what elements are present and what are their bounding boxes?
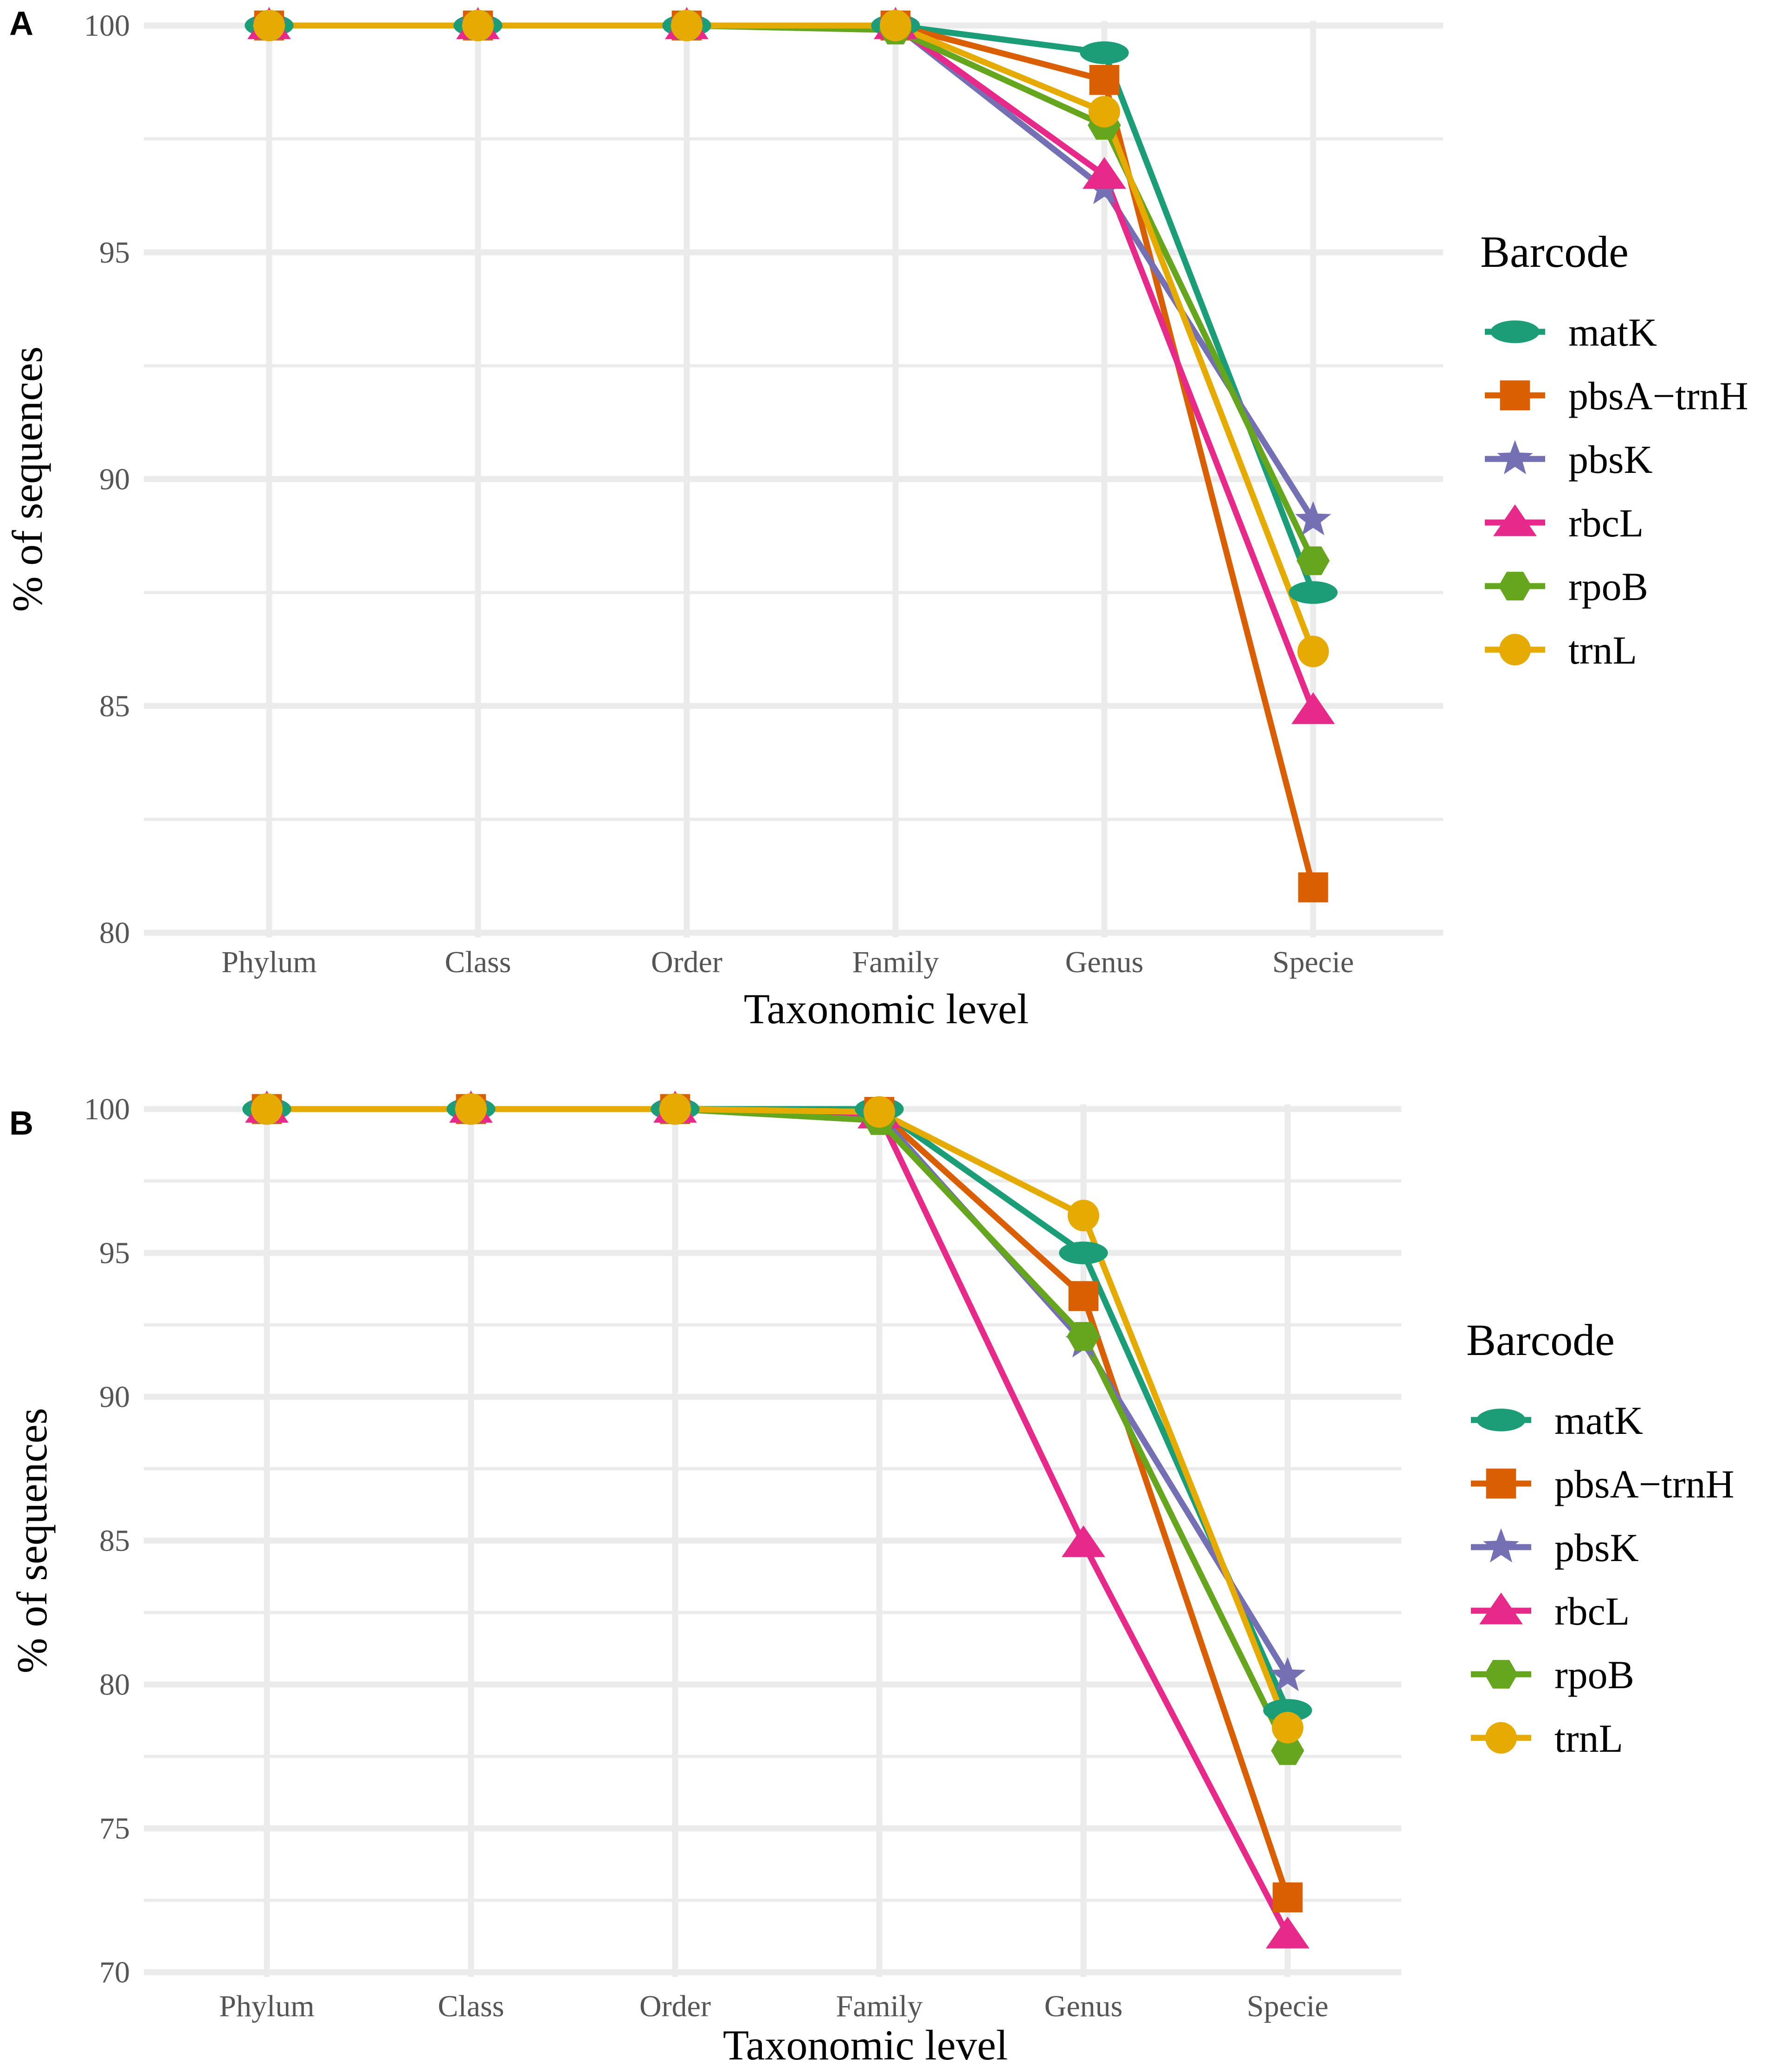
- point-rbcl-specie: [1291, 692, 1335, 724]
- star-marker: [1497, 440, 1533, 474]
- x-tick-label-class: Class: [445, 945, 511, 979]
- x-tick-label-class: Class: [438, 1989, 504, 2023]
- point-pbsk-specie: [1270, 1657, 1306, 1691]
- point-trnl-specie: [1297, 635, 1329, 667]
- point-pbsk-specie: [1295, 501, 1331, 536]
- y-tick-label: 80: [99, 916, 130, 950]
- y-tick-label: 95: [99, 1236, 130, 1270]
- y-axis-title: % of sequences: [4, 346, 51, 612]
- legend-label-rbcl: rbcL: [1554, 1589, 1630, 1633]
- ellipse-marker: [1490, 320, 1540, 343]
- legend-label-matk: matK: [1568, 310, 1657, 355]
- y-tick-label: 100: [84, 9, 130, 43]
- point-rbcl-genus: [1083, 157, 1126, 189]
- y-tick-label: 85: [99, 1524, 130, 1558]
- gridlines: [144, 21, 1443, 937]
- panel-label: A: [9, 5, 33, 42]
- panel-b: B 70 75 80 85 90 95 100 Phylum Class Order Family Ge…: [8, 1090, 1734, 2065]
- y-axis-title: % of sequences: [8, 1408, 56, 1673]
- y-tick-label: 70: [99, 1955, 130, 1989]
- series-line-trnl: [264, 1106, 1291, 1731]
- hexagon-marker: [1484, 1660, 1518, 1689]
- star-marker: [1483, 1528, 1519, 1562]
- y-tick-label: 75: [99, 1812, 130, 1846]
- y-tick-label: 100: [84, 1092, 130, 1126]
- legend-label-trnl: trnL: [1554, 1716, 1623, 1761]
- panel-a: A 80 85 90 95 100 Phylum Class Order Family Genus S…: [4, 5, 1748, 1032]
- hexagon-marker: [1498, 572, 1532, 600]
- legend: Barcode matK pbsA−trnH pbsK rbcL rpoB trnL: [1466, 1315, 1734, 1761]
- legend-label-pbsk: pbsK: [1568, 437, 1653, 482]
- legend: Barcode matK pbsA−trnH pbsK rbcL rpoB trnL: [1480, 227, 1748, 672]
- x-tick-label-phylum: Phylum: [221, 945, 316, 979]
- point-matk-genus: [1080, 41, 1129, 65]
- ellipse-marker: [1476, 1408, 1526, 1432]
- x-tick-label-phylum: Phylum: [219, 1989, 314, 2023]
- point-trnl-genus: [1089, 96, 1120, 128]
- point-trnl-phylum: [251, 1093, 283, 1125]
- x-tick-label-order: Order: [651, 945, 722, 979]
- point-pbsa-trnh-specie: [1272, 1882, 1303, 1913]
- point-trnl-phylum: [253, 10, 285, 41]
- legend-label-pbsk: pbsK: [1554, 1525, 1639, 1570]
- point-trnl-family: [880, 10, 911, 41]
- point-pbsa-trnh-specie: [1298, 872, 1328, 903]
- legend-title: Barcode: [1480, 227, 1629, 277]
- legend-label-matk: matK: [1554, 1398, 1643, 1443]
- point-matk-genus: [1059, 1241, 1108, 1265]
- x-axis-title: Taxonomic level: [744, 985, 1029, 1032]
- legend-title: Barcode: [1466, 1315, 1615, 1365]
- y-tick-label: 85: [99, 689, 130, 723]
- point-trnl-class: [455, 1093, 487, 1125]
- circle-marker: [1499, 634, 1531, 665]
- x-tick-label-family: Family: [836, 1989, 922, 2023]
- legend-label-pbsa-trnh: pbsA−trnH: [1554, 1462, 1734, 1506]
- point-matk-specie: [1289, 581, 1338, 604]
- point-pbsa-trnh-genus: [1068, 1281, 1099, 1311]
- x-tick-label-order: Order: [639, 1989, 711, 2023]
- x-axis-title: Taxonomic level: [723, 2021, 1008, 2065]
- point-pbsa-trnh-genus: [1089, 65, 1120, 95]
- x-tick-label-genus: Genus: [1044, 1989, 1123, 2023]
- x-tick-label-specie: Specie: [1272, 945, 1354, 979]
- x-tick-label-family: Family: [852, 945, 939, 979]
- y-tick-label: 90: [99, 463, 130, 497]
- legend-label-trnl: trnL: [1568, 628, 1637, 672]
- x-tick-label-specie: Specie: [1247, 1989, 1328, 2023]
- point-matk-specie: [1263, 1699, 1312, 1722]
- square-marker: [1500, 380, 1530, 411]
- point-trnl-family: [864, 1096, 895, 1128]
- y-tick-label: 90: [99, 1380, 130, 1414]
- point-rpob-specie: [1271, 1736, 1304, 1765]
- circle-marker: [1485, 1722, 1517, 1754]
- y-tick-label: 80: [99, 1668, 130, 1702]
- triangle-marker: [1493, 504, 1537, 536]
- legend-label-rpob: rpoB: [1568, 564, 1648, 609]
- x-tick-label-genus: Genus: [1065, 945, 1144, 979]
- point-trnl-order: [659, 1093, 691, 1125]
- point-trnl-class: [462, 10, 494, 41]
- legend-label-pbsa-trnh: pbsA−trnH: [1568, 374, 1748, 418]
- point-trnl-order: [671, 10, 703, 41]
- point-trnl-specie: [1272, 1712, 1303, 1743]
- y-tick-label: 95: [99, 236, 130, 270]
- point-trnl-genus: [1068, 1200, 1099, 1232]
- point-rbcl-genus: [1062, 1525, 1105, 1557]
- triangle-marker: [1479, 1592, 1523, 1625]
- legend-label-rpob: rpoB: [1554, 1652, 1634, 1697]
- series-line-trnl: [266, 22, 1316, 655]
- legend-label-rbcl: rbcL: [1568, 501, 1644, 545]
- point-rpob-specie: [1296, 546, 1330, 575]
- point-rbcl-specie: [1266, 1917, 1309, 1949]
- point-rpob-genus: [1067, 1322, 1100, 1351]
- square-marker: [1486, 1468, 1516, 1499]
- panel-label: B: [9, 1105, 33, 1142]
